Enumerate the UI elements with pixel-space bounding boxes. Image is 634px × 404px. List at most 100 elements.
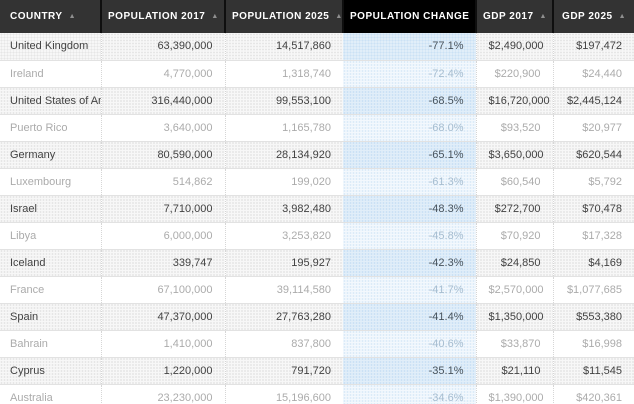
population-2025-cell: 195,927 — [224, 249, 343, 277]
population-change-cell: -72.4% — [343, 60, 476, 88]
population-2025-cell: 15,196,600 — [224, 384, 343, 404]
table-row: Libya 6,000,000 3,253,820 -45.8% $70,920… — [0, 222, 634, 250]
table-row: Germany 80,590,000 28,134,920 -65.1% $3,… — [0, 141, 634, 169]
population-2017-cell: 6,000,000 — [100, 222, 225, 250]
population-change-cell: -45.8% — [343, 222, 476, 250]
population-2025-cell: 3,253,820 — [224, 222, 343, 250]
gdp-2025-cell: $5,792 — [552, 168, 634, 196]
country-cell: Iceland — [0, 249, 101, 277]
gdp-2025-cell: $2,445,124 — [552, 87, 634, 115]
gdp-2025-cell: $197,472 — [552, 33, 634, 61]
column-header-population-2025[interactable]: POPULATION 2025 ▲ — [224, 0, 343, 33]
column-header-gdp-2025[interactable]: GDP 2025 ▲ — [552, 0, 634, 33]
table-row: Puerto Rico 3,640,000 1,165,780 -68.0% $… — [0, 114, 634, 142]
population-2017-cell: 339,747 — [100, 249, 225, 277]
population-2025-cell: 14,517,860 — [224, 33, 343, 61]
country-cell: Israel — [0, 195, 101, 223]
population-2025-cell: 1,165,780 — [224, 114, 343, 142]
population-2025-cell: 199,020 — [224, 168, 343, 196]
column-header-population-2017[interactable]: POPULATION 2017 ▲ — [100, 0, 225, 33]
country-cell: Puerto Rico — [0, 114, 101, 142]
gdp-2017-cell: $21,110 — [475, 357, 553, 385]
table-row: France 67,100,000 39,114,580 -41.7% $2,5… — [0, 276, 634, 304]
population-change-cell: -34.6% — [343, 384, 476, 404]
gdp-2025-cell: $11,545 — [552, 357, 634, 385]
population-2017-cell: 80,590,000 — [100, 141, 225, 169]
country-cell: United States of America — [0, 87, 101, 115]
table-row: Iceland 339,747 195,927 -42.3% $24,850 $… — [0, 249, 634, 277]
table-row: Israel 7,710,000 3,982,480 -48.3% $272,7… — [0, 195, 634, 223]
column-header-label: POPULATION 2017 — [108, 11, 206, 22]
table-row: Cyprus 1,220,000 791,720 -35.1% $21,110 … — [0, 357, 634, 385]
gdp-2025-cell: $620,544 — [552, 141, 634, 169]
population-2017-cell: 23,230,000 — [100, 384, 225, 404]
population-change-cell: -65.1% — [343, 141, 476, 169]
country-cell: France — [0, 276, 101, 304]
population-change-cell: -35.1% — [343, 357, 476, 385]
population-change-cell: -68.0% — [343, 114, 476, 142]
column-header-label: POPULATION 2025 — [232, 11, 330, 22]
country-cell: Libya — [0, 222, 101, 250]
gdp-2025-cell: $420,361 — [552, 384, 634, 404]
gdp-2017-cell: $16,720,000 — [475, 87, 553, 115]
country-cell: Luxembourg — [0, 168, 101, 196]
population-2025-cell: 39,114,580 — [224, 276, 343, 304]
gdp-2017-cell: $93,520 — [475, 114, 553, 142]
table-row: United States of America 316,440,000 99,… — [0, 87, 634, 115]
population-2017-cell: 316,440,000 — [100, 87, 225, 115]
population-2025-cell: 837,800 — [224, 330, 343, 358]
population-2017-cell: 3,640,000 — [100, 114, 225, 142]
population-change-cell: -61.3% — [343, 168, 476, 196]
gdp-2025-cell: $1,077,685 — [552, 276, 634, 304]
population-2025-cell: 99,553,100 — [224, 87, 343, 115]
population-2025-cell: 791,720 — [224, 357, 343, 385]
sort-ascending-icon: ▲ — [539, 13, 547, 20]
gdp-2017-cell: $1,390,000 — [475, 384, 553, 404]
country-cell: Germany — [0, 141, 101, 169]
header-row: COUNTRY ▲ POPULATION 2017 ▲ POPULATION 202… — [0, 0, 634, 33]
column-header-label: POPULATION CHANGE — [350, 11, 470, 22]
country-cell: Cyprus — [0, 357, 101, 385]
population-2017-cell: 63,390,000 — [100, 33, 225, 61]
population-change-cell: -68.5% — [343, 87, 476, 115]
gdp-2017-cell: $2,490,000 — [475, 33, 553, 61]
gdp-2025-cell: $17,328 — [552, 222, 634, 250]
population-2017-cell: 4,770,000 — [100, 60, 225, 88]
country-cell: Ireland — [0, 60, 101, 88]
gdp-2017-cell: $2,570,000 — [475, 276, 553, 304]
column-header-label: GDP 2025 — [562, 11, 613, 22]
population-change-cell: -42.3% — [343, 249, 476, 277]
table-row: Ireland 4,770,000 1,318,740 -72.4% $220,… — [0, 60, 634, 88]
population-2017-cell: 7,710,000 — [100, 195, 225, 223]
population-2025-cell: 3,982,480 — [224, 195, 343, 223]
country-cell: Australia — [0, 384, 101, 404]
country-cell: United Kingdom — [0, 33, 101, 61]
column-header-country[interactable]: COUNTRY ▲ — [0, 0, 101, 33]
gdp-2025-cell: $16,998 — [552, 330, 634, 358]
column-header-label: GDP 2017 — [483, 11, 534, 22]
population-2025-cell: 27,763,280 — [224, 303, 343, 331]
sort-ascending-icon: ▲ — [618, 13, 626, 20]
gdp-2017-cell: $1,350,000 — [475, 303, 553, 331]
sort-ascending-icon: ▲ — [68, 13, 77, 20]
sort-ascending-icon: ▲ — [211, 13, 219, 20]
gdp-2017-cell: $70,920 — [475, 222, 553, 250]
population-change-cell: -41.4% — [343, 303, 476, 331]
population-2017-cell: 47,370,000 — [100, 303, 225, 331]
gdp-2025-cell: $4,169 — [552, 249, 634, 277]
table-row: Australia 23,230,000 15,196,600 -34.6% $… — [0, 384, 634, 404]
gdp-2025-cell: $553,380 — [552, 303, 634, 331]
column-header-population-change[interactable]: POPULATION CHANGE▲ — [342, 0, 476, 33]
gdp-2025-cell: $70,478 — [552, 195, 634, 223]
population-change-cell: -40.6% — [343, 330, 476, 358]
sort-ascending-icon: ▲ — [335, 13, 343, 20]
gdp-2017-cell: $272,700 — [475, 195, 553, 223]
table-row: Luxembourg 514,862 199,020 -61.3% $60,54… — [0, 168, 634, 196]
column-header-label: COUNTRY — [10, 11, 63, 22]
population-2017-cell: 1,410,000 — [100, 330, 225, 358]
table-row: Bahrain 1,410,000 837,800 -40.6% $33,870… — [0, 330, 634, 358]
population-2017-cell: 1,220,000 — [100, 357, 225, 385]
column-header-gdp-2017[interactable]: GDP 2017 ▲ — [475, 0, 553, 33]
